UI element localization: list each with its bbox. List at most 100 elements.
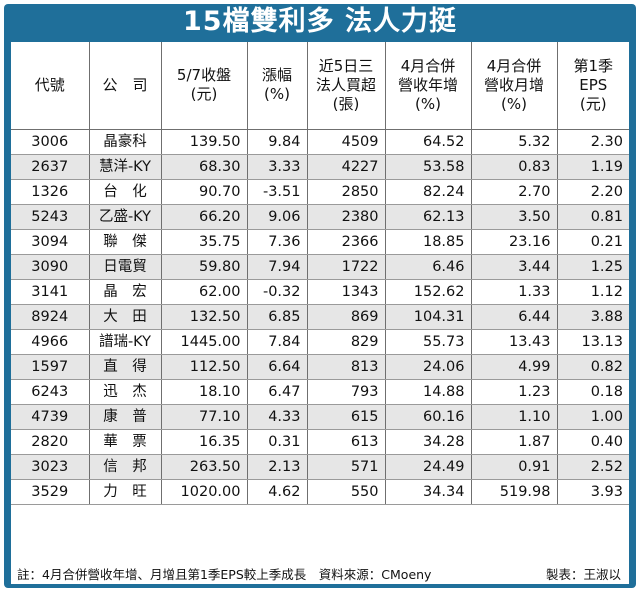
header-row: 代號 公 司 5/7收盤 (元) 漲幅 (%) 近5日三 法人買超 (張) 4月…	[11, 42, 629, 130]
revenue-mom-cell: 0.83	[471, 154, 558, 180]
net-buy-cell: 2366	[307, 229, 386, 255]
close-price-cell: 1445.00	[161, 329, 248, 355]
company-cell: 乙盛-KY	[89, 204, 162, 230]
revenue-mom-cell: 1.87	[471, 429, 558, 455]
revenue-mom-cell: 1.23	[471, 379, 558, 405]
code-cell: 8924	[11, 304, 90, 330]
code-cell: 3006	[11, 129, 90, 155]
change-pct-cell: 7.36	[247, 229, 308, 255]
close-price-cell: 68.30	[161, 154, 248, 180]
eps-cell: 0.18	[557, 379, 629, 405]
eps-cell: 1.25	[557, 254, 629, 280]
eps-cell: 1.12	[557, 279, 629, 305]
table-title: 15檔雙利多 法人力挺	[183, 6, 457, 37]
table-row: 3141 晶 宏 62.00 -0.32 1343 152.62 1.33 1.12	[11, 279, 629, 305]
table-row: 3006 晶豪科 139.50 9.84 4509 64.52 5.32 2.30	[11, 129, 629, 155]
revenue-mom-cell: 6.44	[471, 304, 558, 330]
code-cell: 1326	[11, 179, 90, 205]
net-buy-cell: 615	[307, 404, 386, 430]
change-pct-cell: -3.51	[247, 179, 308, 205]
table-row: 1597 直 得 112.50 6.64 813 24.06 4.99 0.82	[11, 354, 629, 380]
change-pct-cell: 4.62	[247, 479, 308, 505]
code-cell: 5243	[11, 204, 90, 230]
close-price-cell: 90.70	[161, 179, 248, 205]
eps-cell: 0.81	[557, 204, 629, 230]
company-cell: 台 化	[89, 179, 162, 205]
change-pct-cell: 9.06	[247, 204, 308, 230]
change-pct-cell: 0.31	[247, 429, 308, 455]
code-cell: 3094	[11, 229, 90, 255]
net-buy-cell: 793	[307, 379, 386, 405]
code-cell: 3023	[11, 454, 90, 480]
company-cell: 大 田	[89, 304, 162, 330]
code-cell: 2820	[11, 429, 90, 455]
eps-cell: 0.21	[557, 229, 629, 255]
close-price-cell: 77.10	[161, 404, 248, 430]
revenue-yoy-cell: 82.24	[385, 179, 472, 205]
header-close-price: 5/7收盤 (元)	[161, 42, 248, 130]
table-row: 3023 信 邦 263.50 2.13 571 24.49 0.91 2.52	[11, 454, 629, 480]
revenue-yoy-cell: 34.28	[385, 429, 472, 455]
company-cell: 信 邦	[89, 454, 162, 480]
table-row: 2637 慧洋-KY 68.30 3.33 4227 53.58 0.83 1.19	[11, 154, 629, 180]
code-cell: 3090	[11, 254, 90, 280]
revenue-yoy-cell: 6.46	[385, 254, 472, 280]
table-row: 2820 華 票 16.35 0.31 613 34.28 1.87 0.40	[11, 429, 629, 455]
change-pct-cell: 6.47	[247, 379, 308, 405]
eps-cell: 0.82	[557, 354, 629, 380]
revenue-mom-cell: 3.50	[471, 204, 558, 230]
code-cell: 1597	[11, 354, 90, 380]
revenue-yoy-cell: 34.34	[385, 479, 472, 505]
revenue-mom-cell: 4.99	[471, 354, 558, 380]
net-buy-cell: 829	[307, 329, 386, 355]
company-cell: 聯 傑	[89, 229, 162, 255]
close-price-cell: 62.00	[161, 279, 248, 305]
close-price-cell: 139.50	[161, 129, 248, 155]
table-row: 6243 迅 杰 18.10 6.47 793 14.88 1.23 0.18	[11, 379, 629, 405]
close-price-cell: 112.50	[161, 354, 248, 380]
eps-cell: 1.19	[557, 154, 629, 180]
net-buy-cell: 4509	[307, 129, 386, 155]
close-price-cell: 132.50	[161, 304, 248, 330]
net-buy-cell: 613	[307, 429, 386, 455]
change-pct-cell: 7.84	[247, 329, 308, 355]
revenue-mom-cell: 0.91	[471, 454, 558, 480]
eps-cell: 3.88	[557, 304, 629, 330]
revenue-yoy-cell: 24.06	[385, 354, 472, 380]
revenue-yoy-cell: 104.31	[385, 304, 472, 330]
close-price-cell: 16.35	[161, 429, 248, 455]
revenue-yoy-cell: 53.58	[385, 154, 472, 180]
net-buy-cell: 4227	[307, 154, 386, 180]
revenue-mom-cell: 2.70	[471, 179, 558, 205]
company-cell: 慧洋-KY	[89, 154, 162, 180]
code-cell: 4966	[11, 329, 90, 355]
table-row: 1326 台 化 90.70 -3.51 2850 82.24 2.70 2.20	[11, 179, 629, 205]
company-cell: 晶 宏	[89, 279, 162, 305]
close-price-cell: 66.20	[161, 204, 248, 230]
table-panel: 代號 公 司 5/7收盤 (元) 漲幅 (%) 近5日三 法人買超 (張) 4月…	[11, 42, 629, 584]
code-cell: 3529	[11, 479, 90, 505]
table-row: 4966 譜瑞-KY 1445.00 7.84 829 55.73 13.43 13.13	[11, 329, 629, 355]
net-buy-cell: 2380	[307, 204, 386, 230]
net-buy-cell: 571	[307, 454, 386, 480]
table-row: 3529 力 旺 1020.00 4.62 550 34.34 519.98 3.93	[11, 479, 629, 505]
company-cell: 迅 杰	[89, 379, 162, 405]
company-cell: 日電貿	[89, 254, 162, 280]
revenue-yoy-cell: 60.16	[385, 404, 472, 430]
net-buy-cell: 550	[307, 479, 386, 505]
company-cell: 華 票	[89, 429, 162, 455]
header-code: 代號	[11, 42, 90, 130]
revenue-yoy-cell: 24.49	[385, 454, 472, 480]
eps-cell: 2.20	[557, 179, 629, 205]
header-change-pct: 漲幅 (%)	[247, 42, 308, 130]
net-buy-cell: 2850	[307, 179, 386, 205]
revenue-mom-cell: 13.43	[471, 329, 558, 355]
revenue-yoy-cell: 18.85	[385, 229, 472, 255]
change-pct-cell: -0.32	[247, 279, 308, 305]
header-q1-eps: 第1季 EPS (元)	[557, 42, 629, 130]
revenue-mom-cell: 23.16	[471, 229, 558, 255]
table-body: 3006 晶豪科 139.50 9.84 4509 64.52 5.32 2.30 2637 慧洋…	[11, 129, 629, 505]
revenue-yoy-cell: 14.88	[385, 379, 472, 405]
change-pct-cell: 6.85	[247, 304, 308, 330]
footer-credit: 製表：王淑以	[545, 567, 621, 582]
